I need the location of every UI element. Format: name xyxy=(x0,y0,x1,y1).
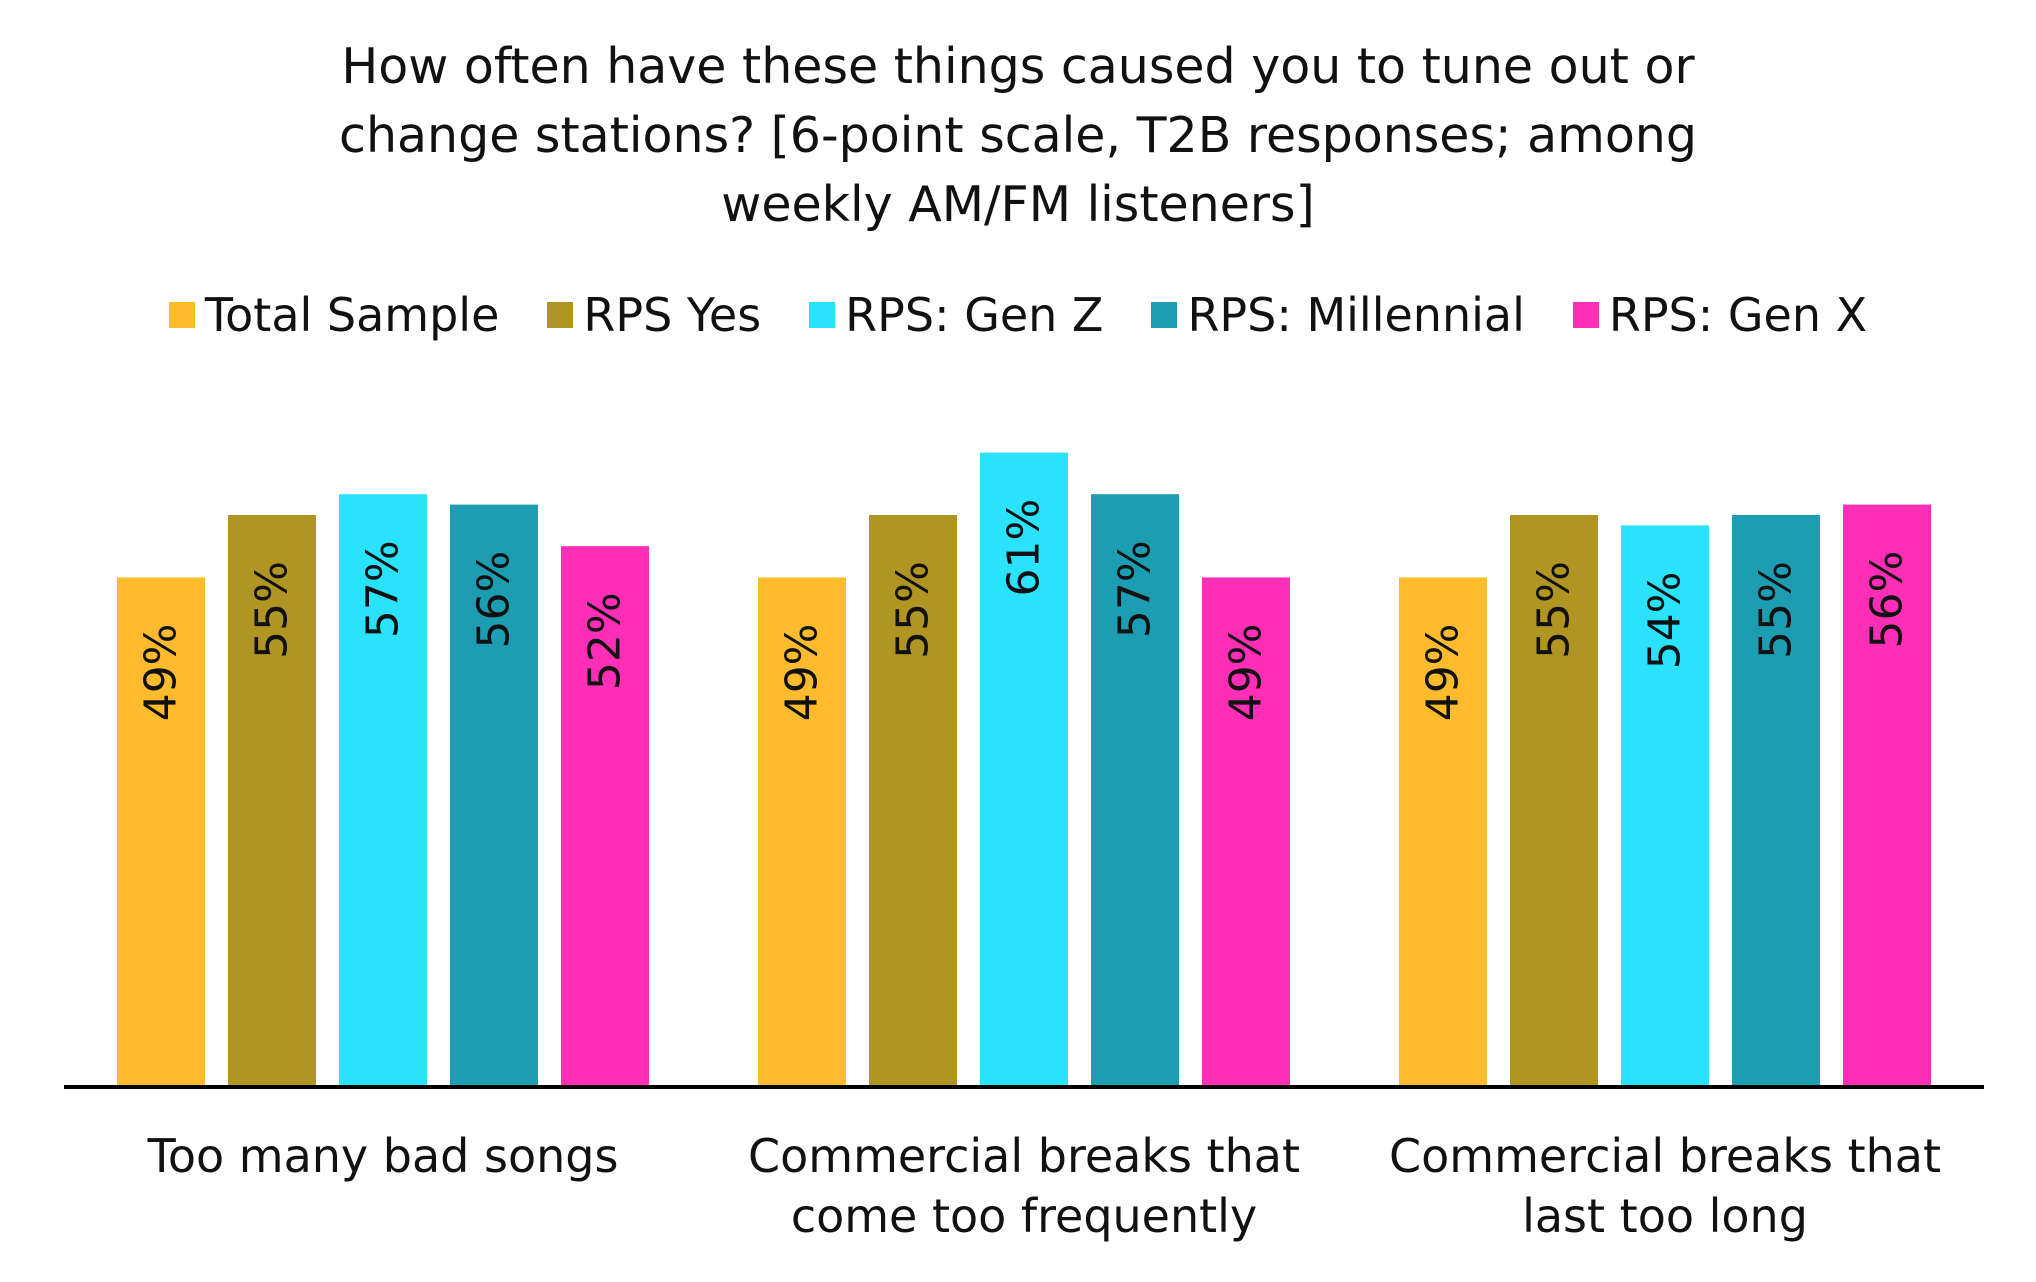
bar xyxy=(1621,525,1709,1087)
legend-item-total-sample: Total Sample xyxy=(168,288,500,342)
data-label: 61% xyxy=(999,499,1050,597)
bar xyxy=(1202,577,1290,1087)
data-label: 49% xyxy=(136,624,187,722)
bar xyxy=(1091,494,1179,1087)
bar xyxy=(1843,504,1931,1088)
bar xyxy=(1399,577,1487,1087)
data-label: 54% xyxy=(1640,572,1691,670)
data-label: 55% xyxy=(1529,561,1580,659)
legend-label: RPS: Gen Z xyxy=(845,288,1104,342)
data-label: 49% xyxy=(1221,624,1272,722)
chart-title-line-1: How often have these things caused you t… xyxy=(341,38,1695,95)
bar xyxy=(117,577,205,1087)
data-label: 55% xyxy=(1751,561,1802,659)
legend-item-rps-gen-x: RPS: Gen X xyxy=(1572,288,1868,342)
legend-item-rps-gen-z: RPS: Gen Z xyxy=(809,288,1103,342)
data-label: 57% xyxy=(358,540,409,638)
legend-swatch xyxy=(809,302,836,328)
legend: Total Sample RPS Yes RPS: Gen Z RPS: Mil… xyxy=(0,280,2036,350)
bar xyxy=(450,504,538,1088)
legend-label: Total Sample xyxy=(204,288,500,342)
legend-label: RPS: Gen X xyxy=(1608,288,1868,342)
legend-swatch xyxy=(1572,302,1599,328)
bar xyxy=(339,494,427,1087)
data-label: 56% xyxy=(1862,551,1913,649)
category-label: Too many bad songs xyxy=(147,1129,619,1183)
category-label: last too long xyxy=(1522,1189,1808,1243)
legend-swatch xyxy=(168,302,195,328)
bar xyxy=(561,546,649,1087)
category-label: Commercial breaks that xyxy=(748,1129,1300,1183)
chart-title: How often have these things caused you t… xyxy=(0,32,2036,239)
bar xyxy=(869,515,957,1087)
bar xyxy=(1510,515,1598,1087)
bar xyxy=(1732,515,1820,1087)
legend-label: RPS: Millennial xyxy=(1187,288,1525,342)
category-label: come too frequently xyxy=(791,1189,1257,1243)
category-label: Commercial breaks that xyxy=(1389,1129,1941,1183)
legend-label: RPS Yes xyxy=(583,288,762,342)
bar xyxy=(980,452,1068,1088)
bar xyxy=(228,515,316,1087)
legend-item-rps-millennial: RPS: Millennial xyxy=(1151,288,1525,342)
data-label: 57% xyxy=(1110,540,1161,638)
data-label: 55% xyxy=(888,561,939,659)
legend-swatch xyxy=(1151,302,1178,328)
bar xyxy=(758,577,846,1087)
data-label: 49% xyxy=(777,624,828,722)
data-label: 56% xyxy=(469,551,520,649)
data-label: 55% xyxy=(247,561,298,659)
data-label: 52% xyxy=(580,592,631,690)
legend-swatch xyxy=(547,302,574,328)
data-label: 49% xyxy=(1418,624,1469,722)
legend-item-rps-yes: RPS Yes xyxy=(547,288,761,342)
chart-title-line-3: weekly AM/FM listeners] xyxy=(721,176,1315,233)
chart-title-line-2: change stations? [6-point scale, T2B res… xyxy=(339,107,1697,164)
